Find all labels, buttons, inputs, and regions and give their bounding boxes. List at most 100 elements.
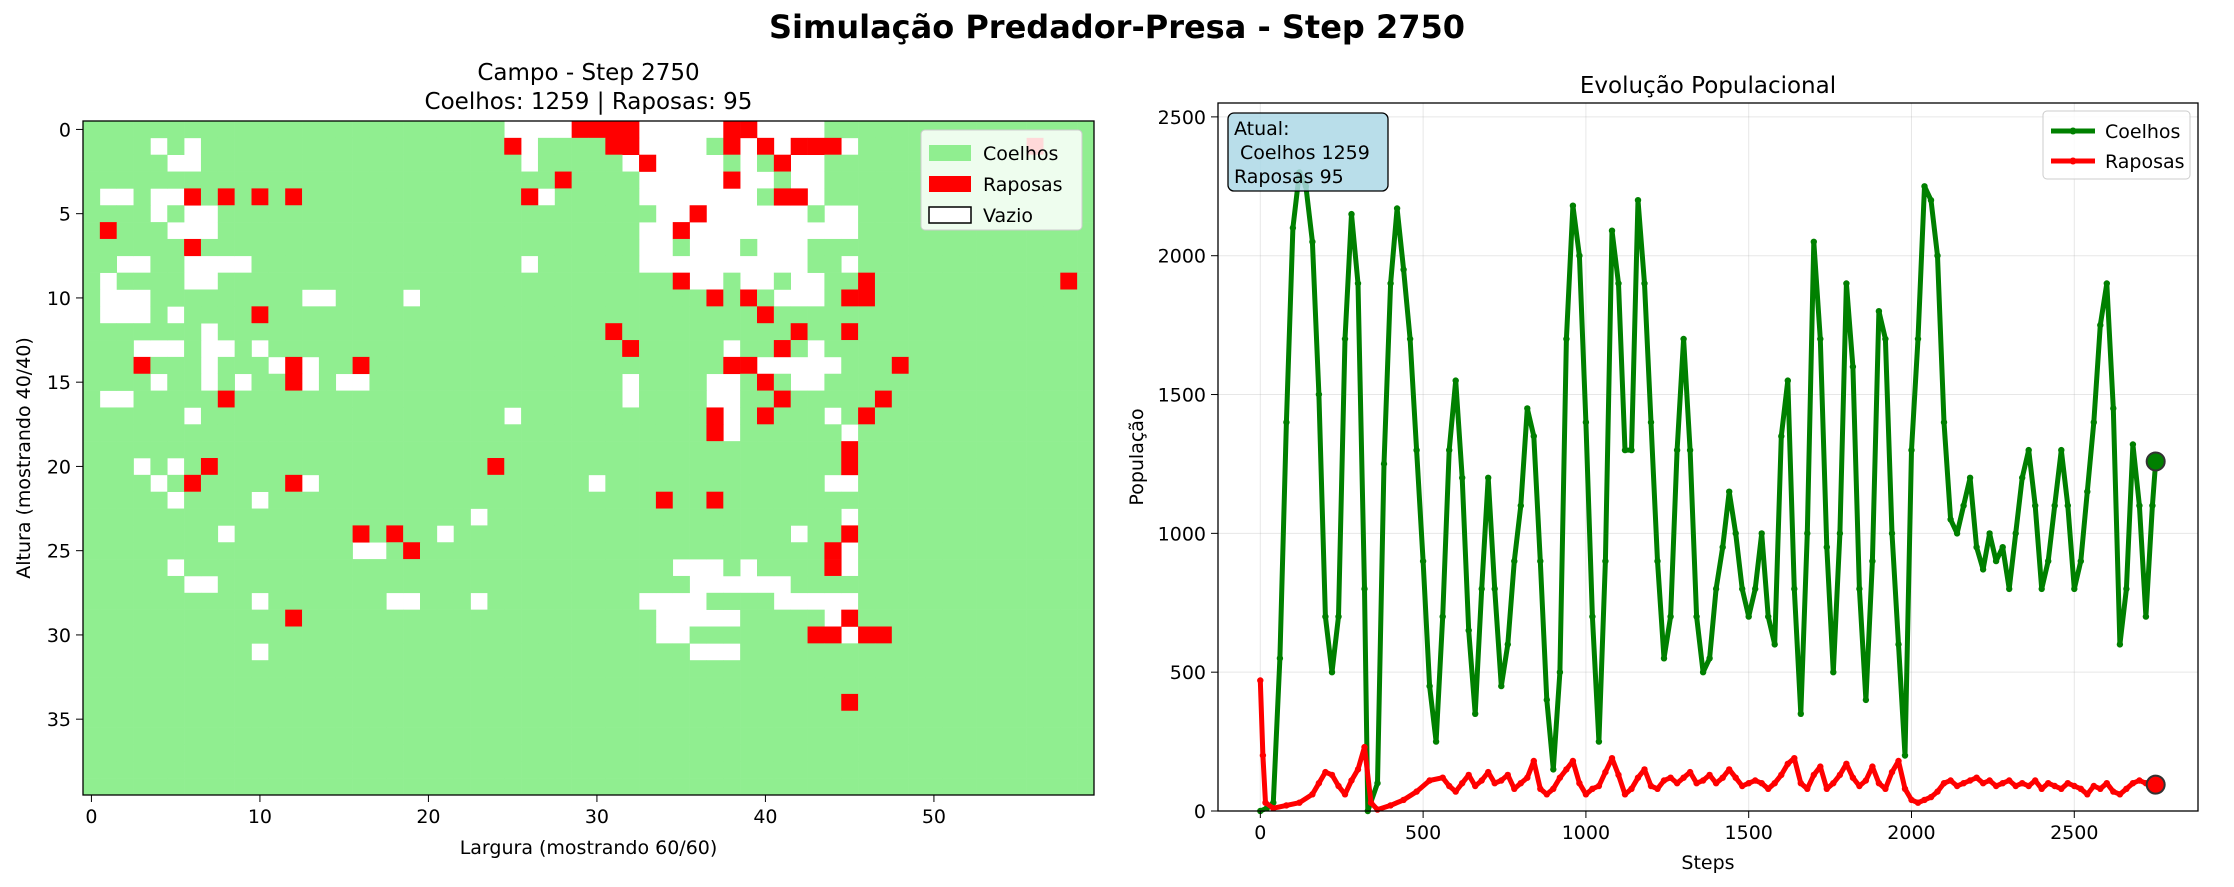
rabbit-cell [639, 340, 657, 358]
rabbit-cell [639, 441, 657, 459]
rabbit-cell [217, 121, 235, 139]
series-point-coelhos [1784, 377, 1791, 384]
rabbit-cell [874, 761, 893, 779]
rabbit-cell [571, 458, 589, 476]
series-point-coelhos [1556, 669, 1564, 676]
series-point-coelhos [1498, 682, 1505, 690]
chart-title: Campo - Step 2750 [477, 60, 699, 86]
rabbit-cell [302, 592, 320, 610]
rabbit-cell [858, 458, 876, 476]
rabbit-cell [453, 424, 471, 442]
rabbit-cell [942, 559, 960, 577]
rabbit-cell [672, 238, 690, 257]
rabbit-cell [571, 491, 589, 509]
rabbit-cell [740, 677, 758, 695]
series-point-coelhos [1309, 238, 1316, 245]
rabbit-cell [318, 626, 337, 644]
rabbit-cell [571, 660, 589, 678]
rabbit-cell [318, 660, 337, 678]
rabbit-cell [1060, 441, 1078, 459]
series-point-raposas [1869, 763, 1876, 770]
rabbit-cell [1060, 306, 1078, 324]
rabbit-cell [706, 727, 724, 745]
rabbit-cell [1077, 238, 1095, 257]
series-point-raposas [1647, 782, 1655, 790]
rabbit-cell [369, 137, 387, 155]
rabbit-cell [99, 744, 117, 762]
rabbit-cell [352, 508, 370, 526]
rabbit-cell [420, 677, 438, 695]
y-axis-label: Altura (mostrando 40/40) [13, 337, 35, 579]
fox-cell [858, 289, 876, 307]
series-point-coelhos [1602, 557, 1609, 565]
rabbit-cell [200, 390, 219, 408]
rabbit-cell [992, 272, 1011, 290]
rabbit-cell [706, 137, 724, 155]
rabbit-cell [874, 744, 893, 762]
rabbit-cell [318, 424, 337, 442]
series-point-raposas [1934, 788, 1941, 795]
rabbit-cell [150, 255, 168, 273]
rabbit-cell [992, 323, 1011, 341]
series-point-coelhos [1706, 655, 1713, 662]
rabbit-cell [335, 154, 353, 172]
rabbit-cell [689, 356, 707, 375]
rabbit-cell [757, 626, 775, 644]
rabbit-cell [217, 407, 235, 425]
rabbit-cell [335, 222, 353, 240]
rabbit-cell [605, 205, 623, 223]
series-point-raposas [1569, 757, 1577, 765]
rabbit-cell [436, 508, 454, 526]
rabbit-cell [942, 272, 960, 290]
rabbit-cell [167, 626, 185, 644]
rabbit-cell [403, 121, 421, 139]
rabbit-cell [83, 778, 101, 796]
series-point-coelhos [1934, 252, 1941, 259]
series-point-raposas [1511, 785, 1518, 792]
rabbit-cell [352, 306, 370, 324]
rabbit-cell [133, 323, 151, 341]
rabbit-cell [622, 255, 640, 273]
rabbit-cell [1077, 575, 1095, 594]
rabbit-cell [420, 289, 438, 307]
series-point-raposas [1602, 768, 1609, 776]
series-point-coelhos [1446, 446, 1453, 454]
rabbit-cell [302, 761, 320, 779]
rabbit-cell [302, 121, 320, 139]
rabbit-cell [757, 154, 775, 172]
series-point-raposas [1309, 791, 1316, 798]
rabbit-cell [1060, 289, 1078, 307]
rabbit-cell [386, 458, 404, 476]
rabbit-cell [470, 693, 488, 712]
rabbit-cell [537, 458, 556, 476]
rabbit-cell [352, 238, 370, 257]
series-point-raposas [1823, 785, 1830, 792]
rabbit-cell [908, 255, 926, 273]
series-point-raposas [1465, 771, 1472, 779]
rabbit-cell [655, 744, 674, 762]
series-point-raposas [1563, 766, 1570, 773]
rabbit-cell [571, 575, 589, 594]
series-point-raposas [1641, 766, 1648, 773]
rabbit-cell [807, 677, 825, 695]
rabbit-cell [858, 390, 876, 408]
series-point-coelhos [1992, 557, 2000, 565]
rabbit-cell [1009, 407, 1027, 425]
rabbit-cell [959, 643, 977, 661]
rabbit-cell [150, 542, 168, 560]
rabbit-cell [1060, 390, 1078, 408]
rabbit-cell [453, 626, 471, 644]
series-point-raposas [1524, 774, 1531, 781]
series-point-coelhos [2012, 530, 2019, 537]
rabbit-cell [639, 542, 657, 560]
rabbit-cell [858, 222, 876, 240]
fox-cell [757, 407, 775, 425]
rabbit-cell [504, 205, 522, 223]
rabbit-cell [453, 609, 471, 627]
rabbit-cell [992, 306, 1011, 324]
rabbit-cell [1026, 340, 1044, 358]
rabbit-cell [453, 660, 471, 678]
rabbit-cell [369, 525, 387, 543]
rabbit-cell [487, 323, 505, 341]
